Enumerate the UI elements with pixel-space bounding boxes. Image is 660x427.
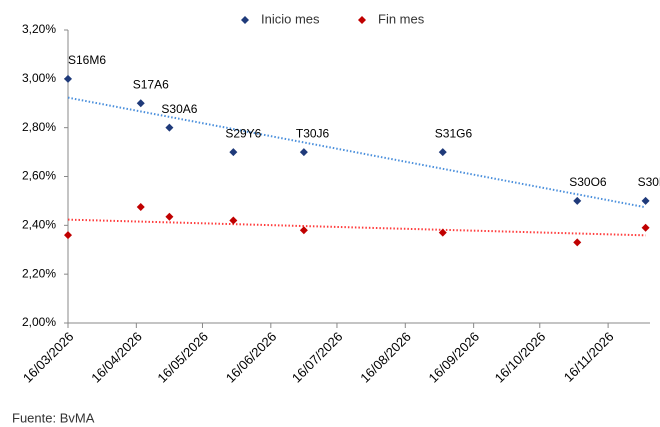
point-label: S30A6 [161,102,197,116]
point-label: S30O6 [569,175,607,189]
y-tick-label: 3,20% [22,22,56,36]
point [136,203,145,212]
legend-label: Inicio mes [261,11,320,26]
x-tick-label: 16/05/2026 [154,329,211,386]
y-tick-label: 3,00% [22,71,56,85]
point [229,216,238,225]
x-tick-label: 16/09/2026 [426,329,483,386]
point-label: S17A6 [133,77,169,91]
point [299,226,308,235]
legend-marker [241,16,249,24]
point-label: S31G6 [435,126,473,140]
point [64,74,72,83]
x-tick-label: 16/08/2026 [357,329,414,386]
point [641,196,650,205]
point [573,238,582,247]
x-tick-label: 16/04/2026 [88,329,145,386]
trendline [67,218,646,237]
point-label: T30J6 [296,126,330,140]
point [438,148,447,157]
source-note: Fuente: BvMA [12,410,95,425]
point [165,212,174,221]
point [641,223,650,232]
y-tick-label: 2,00% [22,315,56,329]
point [299,148,308,157]
legend-label: Fin mes [378,11,425,26]
y-tick-label: 2,40% [22,218,56,232]
y-tick-label: 2,20% [22,266,56,280]
point [64,231,72,240]
y-tick-label: 2,80% [22,120,56,134]
x-tick-label: 16/07/2026 [289,329,346,386]
y-tick-label: 2,60% [22,169,56,183]
x-tick-label: 16/03/2026 [20,329,77,386]
x-tick-label: 16/11/2026 [561,329,617,385]
x-tick-label: 16/06/2026 [223,329,280,386]
legend-marker [358,16,366,24]
point [136,99,145,108]
point-label: S30N6 [638,175,660,189]
point [165,123,174,132]
point [229,148,238,157]
point-label: S29Y6 [225,126,261,140]
trendline [67,96,646,209]
x-tick-label: 16/10/2026 [492,329,549,386]
point [438,228,447,237]
point [573,196,582,205]
point-label: S16M6 [68,53,106,67]
